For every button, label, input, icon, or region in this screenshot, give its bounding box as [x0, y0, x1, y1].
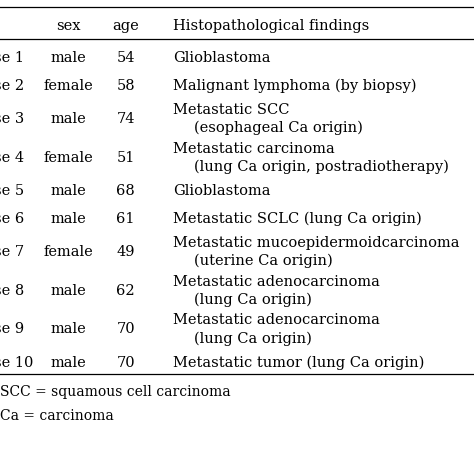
Text: 54: 54: [116, 51, 135, 65]
Text: 49: 49: [116, 245, 135, 259]
Text: male: male: [51, 184, 87, 198]
Text: Case 3: Case 3: [0, 112, 24, 126]
Text: female: female: [44, 79, 93, 93]
Text: Glioblastoma: Glioblastoma: [173, 51, 271, 65]
Text: male: male: [51, 283, 87, 298]
Text: 70: 70: [116, 322, 135, 337]
Text: Ca = carcinoma: Ca = carcinoma: [0, 409, 114, 423]
Text: 68: 68: [116, 184, 135, 198]
Text: Case 5: Case 5: [0, 184, 24, 198]
Text: Case 10: Case 10: [0, 356, 33, 370]
Text: sex: sex: [56, 19, 81, 33]
Text: Metastatic carcinoma: Metastatic carcinoma: [173, 142, 335, 156]
Text: Glioblastoma: Glioblastoma: [173, 184, 271, 198]
Text: age: age: [112, 19, 139, 33]
Text: 51: 51: [117, 151, 135, 165]
Text: Malignant lymphoma (by biopsy): Malignant lymphoma (by biopsy): [173, 79, 417, 93]
Text: Metastatic SCLC (lung Ca origin): Metastatic SCLC (lung Ca origin): [173, 211, 422, 226]
Text: male: male: [51, 322, 87, 337]
Text: 70: 70: [116, 356, 135, 370]
Text: female: female: [44, 151, 93, 165]
Text: (esophageal Ca origin): (esophageal Ca origin): [194, 121, 363, 135]
Text: Metastatic mucoepidermoidcarcinoma: Metastatic mucoepidermoidcarcinoma: [173, 236, 459, 250]
Text: 58: 58: [116, 79, 135, 93]
Text: male: male: [51, 211, 87, 226]
Text: Case 2: Case 2: [0, 79, 24, 93]
Text: (lung Ca origin, postradiotherapy): (lung Ca origin, postradiotherapy): [194, 160, 449, 174]
Text: Metastatic adenocarcinoma: Metastatic adenocarcinoma: [173, 313, 380, 328]
Text: Metastatic adenocarcinoma: Metastatic adenocarcinoma: [173, 274, 380, 289]
Text: female: female: [44, 245, 93, 259]
Text: Case 8: Case 8: [0, 283, 24, 298]
Text: male: male: [51, 112, 87, 126]
Text: (lung Ca origin): (lung Ca origin): [194, 292, 312, 307]
Text: (uterine Ca origin): (uterine Ca origin): [194, 254, 333, 268]
Text: Case 9: Case 9: [0, 322, 24, 337]
Text: 61: 61: [116, 211, 135, 226]
Text: 74: 74: [116, 112, 135, 126]
Text: Histopathological findings: Histopathological findings: [173, 19, 369, 33]
Text: male: male: [51, 356, 87, 370]
Text: 62: 62: [116, 283, 135, 298]
Text: male: male: [51, 51, 87, 65]
Text: Case 1: Case 1: [0, 51, 24, 65]
Text: Case 6: Case 6: [0, 211, 24, 226]
Text: (lung Ca origin): (lung Ca origin): [194, 331, 312, 346]
Text: Case 4: Case 4: [0, 151, 24, 165]
Text: SCC = squamous cell carcinoma: SCC = squamous cell carcinoma: [0, 384, 231, 399]
Text: Case 7: Case 7: [0, 245, 24, 259]
Text: Metastatic tumor (lung Ca origin): Metastatic tumor (lung Ca origin): [173, 356, 424, 370]
Text: Metastatic SCC: Metastatic SCC: [173, 103, 290, 117]
